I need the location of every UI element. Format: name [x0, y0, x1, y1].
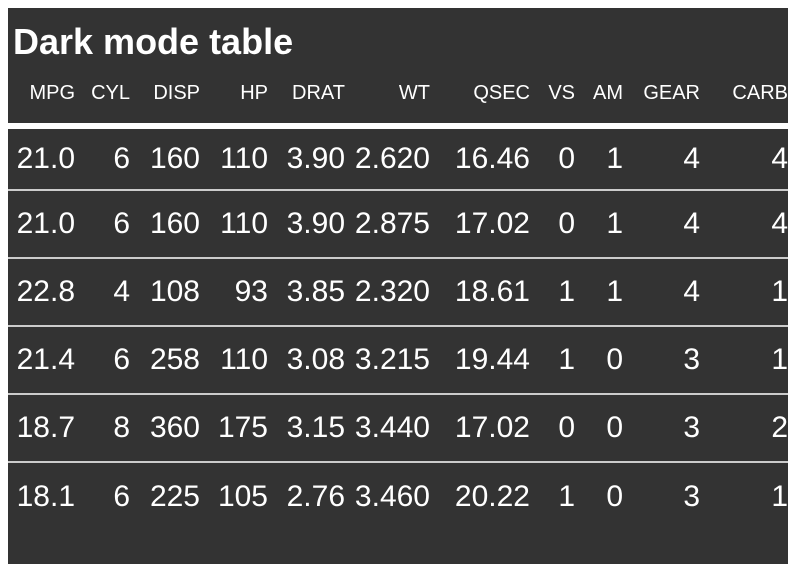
table-cell: 6	[113, 207, 130, 240]
column-header: CARB	[732, 82, 788, 104]
table-cell: 18.61	[454, 275, 530, 308]
table-cell: 4	[771, 207, 788, 240]
table-cell: 3.90	[286, 142, 345, 175]
column-header: DISP	[153, 82, 200, 104]
table-cell: 1	[771, 479, 788, 513]
table-cell: 0	[558, 207, 575, 240]
column-header: GEAR	[643, 82, 700, 104]
dark-mode-table-card: Dark mode table MPG CYL DISP HP DRAT WT QSEC VS…	[8, 8, 788, 564]
table-cell: 1	[606, 275, 623, 308]
table-cell: 1	[771, 275, 788, 308]
table-row: 21.0 6 160 110 3.90 2.620 16.46 0 1 4 4	[8, 126, 788, 190]
table-cell: 1	[606, 142, 623, 175]
header-row: MPG CYL DISP HP DRAT WT QSEC VS AM GEAR CARB	[8, 64, 788, 126]
table-cell: 175	[217, 411, 268, 444]
table-cell: 108	[149, 275, 200, 308]
table-cell: 160	[149, 142, 200, 175]
table-row: 18.1 6 225 105 2.76 3.460 20.22 1 0 3 1	[8, 462, 788, 530]
column-header: AM	[593, 82, 623, 104]
table-cell: 105	[217, 479, 268, 513]
table-cell: 1	[771, 343, 788, 376]
table-cell: 3	[683, 411, 700, 444]
table-cell: 110	[220, 207, 268, 240]
table-row: 18.7 8 360 175 3.15 3.440 17.02 0 0 3 2	[8, 394, 788, 462]
table-cell: 6	[113, 142, 130, 175]
table-cell: 1	[558, 479, 575, 513]
table-cell: 0	[606, 343, 623, 376]
column-header: HP	[240, 82, 268, 104]
data-table: MPG CYL DISP HP DRAT WT QSEC VS AM GEAR CARB 21.0 6…	[8, 64, 788, 530]
table-cell: 3	[683, 479, 700, 513]
table-cell: 1	[558, 275, 575, 308]
table-row: 21.4 6 258 110 3.08 3.215 19.44 1 0 3 1	[8, 326, 788, 394]
table-cell: 3.440	[354, 411, 430, 444]
table-cell: 3.215	[354, 343, 430, 376]
table-cell: 8	[113, 411, 130, 444]
table-title: Dark mode table	[13, 21, 294, 62]
table-cell: 3	[683, 343, 700, 376]
table-cell: 22.8	[16, 275, 75, 308]
table-cell: 2.875	[354, 207, 430, 240]
table-cell: 6	[113, 479, 130, 513]
table-row: 22.8 4 108 93 3.85 2.320 18.61 1 1 4 1	[8, 258, 788, 326]
table-cell: 2	[771, 411, 788, 444]
table-cell: 17.02	[454, 411, 530, 444]
table-cell: 160	[149, 207, 200, 240]
table-cell: 0	[558, 142, 575, 175]
table-cell: 16.46	[454, 142, 530, 175]
table-cell: 225	[149, 479, 200, 513]
table-cell: 4	[683, 275, 700, 308]
table-cell: 0	[558, 411, 575, 444]
table-cell: 3.90	[286, 207, 345, 240]
table-cell: 3.85	[286, 275, 345, 308]
table-cell: 3.08	[286, 343, 345, 376]
table-cell: 3.460	[354, 479, 430, 513]
table-cell: 110	[220, 343, 268, 376]
table-cell: 2.620	[354, 142, 430, 175]
table-cell: 4	[771, 142, 788, 175]
table-cell: 19.44	[454, 343, 530, 376]
table-cell: 258	[149, 343, 200, 376]
table-cell: 21.0	[16, 207, 75, 240]
table-cell: 20.22	[454, 479, 530, 513]
column-header: WT	[398, 82, 430, 104]
column-header: VS	[548, 82, 575, 104]
column-header: MPG	[29, 82, 75, 104]
column-header: DRAT	[292, 82, 345, 104]
table-cell: 0	[606, 411, 623, 444]
table-cell: 18.7	[16, 411, 75, 444]
table-cell: 21.0	[16, 142, 75, 175]
table-cell: 1	[558, 343, 575, 376]
table-cell: 4	[683, 207, 700, 240]
table-body: 21.0 6 160 110 3.90 2.620 16.46 0 1 4 4 21.0 6 160 110…	[8, 126, 788, 530]
table-cell: 1	[606, 207, 623, 240]
table-cell: 0	[606, 479, 623, 513]
table-cell: 17.02	[454, 207, 530, 240]
table-cell: 18.1	[16, 479, 75, 513]
table-row: 21.0 6 160 110 3.90 2.875 17.02 0 1 4 4	[8, 190, 788, 258]
table-cell: 3.15	[286, 411, 345, 444]
table-cell: 110	[220, 142, 268, 175]
column-header: CYL	[91, 82, 130, 104]
table-cell: 6	[113, 343, 130, 376]
table-cell: 4	[683, 142, 700, 175]
table-cell: 4	[113, 275, 130, 308]
table-cell: 21.4	[16, 343, 75, 376]
column-header: QSEC	[473, 82, 530, 104]
table-cell: 360	[149, 411, 200, 444]
table-cell: 93	[234, 275, 268, 308]
table-cell: 2.76	[286, 479, 345, 513]
table-cell: 2.320	[354, 275, 430, 308]
